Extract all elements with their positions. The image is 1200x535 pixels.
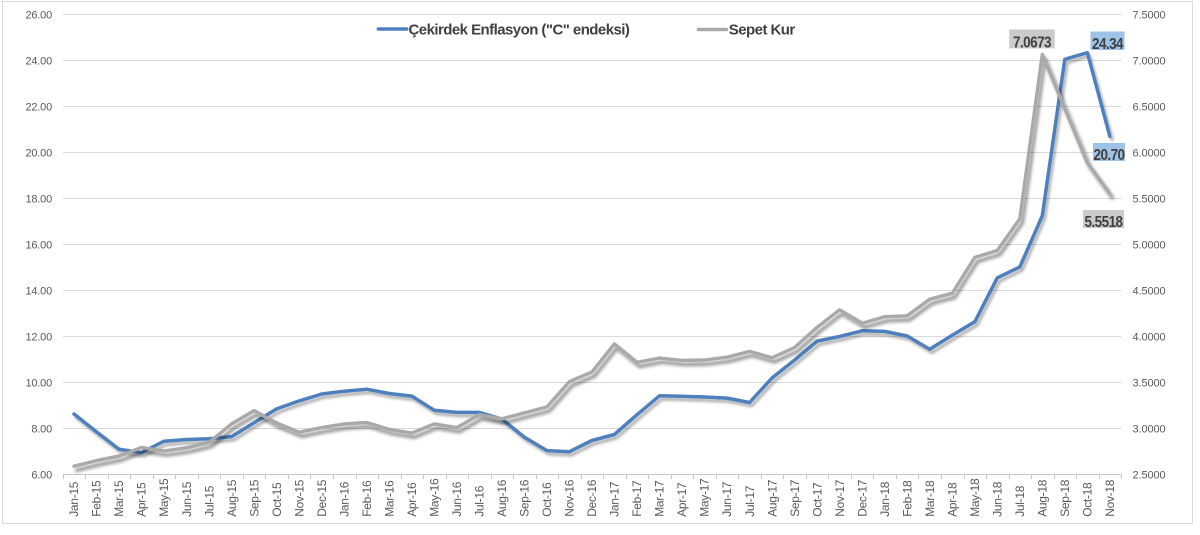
svg-text:Jun-18: Jun-18 (991, 481, 1005, 517)
svg-text:Jun-17: Jun-17 (720, 481, 734, 517)
svg-text:Feb-16: Feb-16 (360, 480, 374, 517)
svg-text:Mar-18: Mar-18 (923, 480, 937, 517)
svg-text:Jan-15: Jan-15 (67, 481, 81, 517)
svg-text:May-17: May-17 (698, 478, 712, 517)
svg-text:Aug-16: Aug-16 (495, 479, 509, 517)
svg-text:14.00: 14.00 (25, 286, 52, 298)
svg-text:10.00: 10.00 (25, 378, 52, 390)
svg-text:26.00: 26.00 (25, 10, 52, 22)
svg-text:2.5000: 2.5000 (1133, 470, 1166, 482)
svg-text:Apr-18: Apr-18 (945, 482, 959, 517)
svg-text:18.00: 18.00 (25, 194, 52, 206)
svg-text:May-15: May-15 (157, 478, 171, 517)
svg-text:Aug-18: Aug-18 (1036, 479, 1050, 517)
svg-text:8.00: 8.00 (31, 424, 52, 436)
svg-text:5.5000: 5.5000 (1133, 194, 1166, 206)
svg-text:20.70: 20.70 (1093, 147, 1124, 164)
svg-text:Feb-18: Feb-18 (900, 480, 914, 517)
svg-text:7.5000: 7.5000 (1133, 10, 1166, 22)
svg-text:Oct-18: Oct-18 (1081, 482, 1095, 517)
svg-text:6.5000: 6.5000 (1133, 102, 1166, 114)
svg-text:7.0673: 7.0673 (1013, 34, 1051, 51)
svg-text:Nov-16: Nov-16 (563, 479, 577, 517)
svg-text:Oct-16: Oct-16 (540, 482, 554, 517)
svg-text:Jul-18: Jul-18 (1013, 485, 1027, 517)
svg-text:Apr-16: Apr-16 (405, 482, 419, 517)
svg-text:6.00: 6.00 (31, 470, 52, 482)
svg-text:Dec-17: Dec-17 (855, 479, 869, 517)
svg-text:22.00: 22.00 (25, 102, 52, 114)
svg-text:Apr-17: Apr-17 (675, 482, 689, 517)
svg-text:Jun-16: Jun-16 (450, 481, 464, 517)
svg-text:May-16: May-16 (428, 478, 442, 517)
svg-text:24.00: 24.00 (25, 56, 52, 68)
svg-text:Sepet Kur: Sepet Kur (729, 22, 796, 39)
svg-text:Nov-18: Nov-18 (1103, 479, 1117, 517)
svg-text:Jul-17: Jul-17 (743, 485, 757, 517)
svg-text:3.5000: 3.5000 (1133, 378, 1166, 390)
svg-text:Aug-15: Aug-15 (225, 479, 239, 517)
svg-text:Feb-17: Feb-17 (630, 480, 644, 517)
svg-text:4.0000: 4.0000 (1133, 332, 1166, 344)
svg-text:6.0000: 6.0000 (1133, 148, 1166, 160)
svg-text:Mar-16: Mar-16 (382, 480, 396, 517)
svg-text:Jan-18: Jan-18 (878, 481, 892, 517)
svg-text:3.0000: 3.0000 (1133, 424, 1166, 436)
svg-text:Sep-15: Sep-15 (247, 479, 261, 517)
svg-text:16.00: 16.00 (25, 240, 52, 252)
svg-text:Nov-15: Nov-15 (292, 479, 306, 517)
svg-text:Çekirdek Enflasyon ("C" endeks: Çekirdek Enflasyon ("C" endeksi) (409, 22, 630, 39)
svg-text:Jan-16: Jan-16 (337, 481, 351, 517)
svg-text:Jul-16: Jul-16 (473, 485, 487, 517)
svg-text:Jun-15: Jun-15 (180, 481, 194, 517)
svg-text:Mar-17: Mar-17 (653, 480, 667, 517)
svg-text:Jan-17: Jan-17 (608, 481, 622, 517)
svg-text:24.34: 24.34 (1092, 36, 1124, 53)
svg-text:Oct-17: Oct-17 (810, 482, 824, 517)
svg-text:20.00: 20.00 (25, 148, 52, 160)
svg-text:Sep-17: Sep-17 (788, 479, 802, 517)
svg-text:12.00: 12.00 (25, 332, 52, 344)
svg-text:4.5000: 4.5000 (1133, 286, 1166, 298)
svg-text:May-18: May-18 (968, 478, 982, 517)
svg-text:Apr-15: Apr-15 (135, 482, 149, 517)
svg-text:Oct-15: Oct-15 (270, 482, 284, 517)
svg-text:Aug-17: Aug-17 (765, 479, 779, 517)
svg-text:Nov-17: Nov-17 (833, 479, 847, 517)
svg-text:Feb-15: Feb-15 (90, 480, 104, 517)
svg-text:Sep-18: Sep-18 (1058, 479, 1072, 517)
svg-text:5.0000: 5.0000 (1133, 240, 1166, 252)
svg-text:5.5518: 5.5518 (1085, 214, 1123, 231)
svg-text:7.0000: 7.0000 (1133, 56, 1166, 68)
svg-text:Mar-15: Mar-15 (112, 480, 126, 517)
svg-text:Sep-16: Sep-16 (518, 479, 532, 517)
svg-text:Dec-16: Dec-16 (585, 479, 599, 517)
svg-text:Jul-15: Jul-15 (202, 485, 216, 517)
svg-text:Dec-15: Dec-15 (315, 479, 329, 517)
